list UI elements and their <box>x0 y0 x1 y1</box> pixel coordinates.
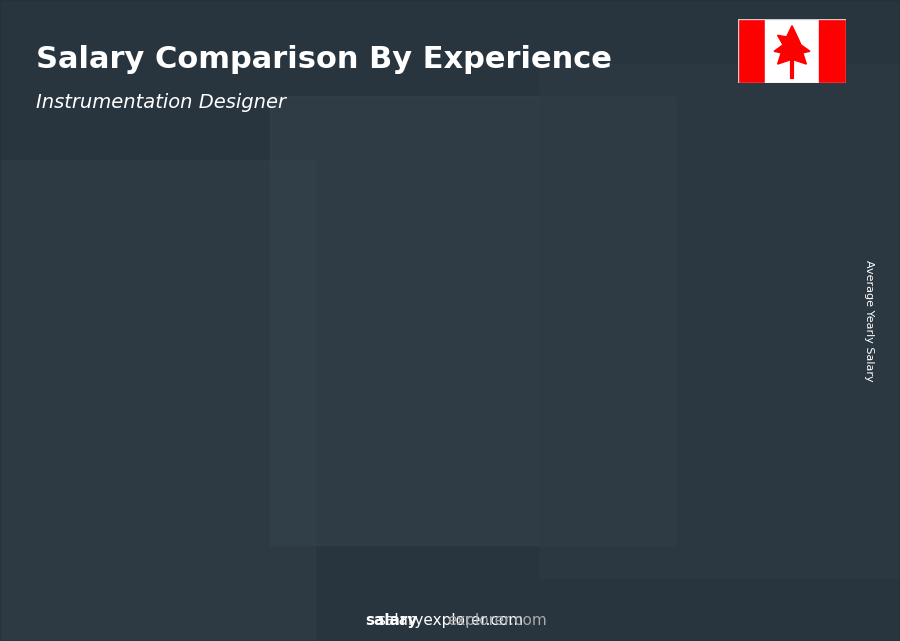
Polygon shape <box>263 311 276 571</box>
FancyBboxPatch shape <box>191 321 263 571</box>
Text: 63,500 CAD: 63,500 CAD <box>55 353 134 367</box>
Polygon shape <box>528 162 541 571</box>
Polygon shape <box>396 232 409 571</box>
Text: 134,000 CAD: 134,000 CAD <box>448 138 536 151</box>
Bar <box>765 19 819 83</box>
Polygon shape <box>793 101 806 571</box>
Text: +9%: +9% <box>515 323 561 341</box>
Text: salaryexplorer.com: salaryexplorer.com <box>377 613 523 628</box>
FancyBboxPatch shape <box>588 140 661 571</box>
Bar <box>738 19 765 83</box>
Text: +34%: +34% <box>112 171 170 189</box>
Polygon shape <box>661 122 673 571</box>
Text: +21%: +21% <box>376 285 435 303</box>
Polygon shape <box>774 26 810 64</box>
FancyBboxPatch shape <box>323 246 396 571</box>
Polygon shape <box>58 378 144 385</box>
Text: 154,000 CAD: 154,000 CAD <box>713 77 800 90</box>
FancyBboxPatch shape <box>58 385 130 571</box>
Text: +5%: +5% <box>647 351 693 369</box>
Bar <box>0 160 315 641</box>
Polygon shape <box>455 162 541 178</box>
Bar <box>270 96 675 545</box>
Text: 85,200 CAD: 85,200 CAD <box>187 287 266 300</box>
Polygon shape <box>588 122 673 140</box>
Text: Instrumentation Designer: Instrumentation Designer <box>36 93 286 112</box>
Text: explorer.com: explorer.com <box>447 613 547 628</box>
Text: salary: salary <box>365 613 418 628</box>
Bar <box>819 19 846 83</box>
Polygon shape <box>130 378 144 571</box>
Polygon shape <box>191 311 276 321</box>
Text: 147,000 CAD: 147,000 CAD <box>580 98 668 112</box>
Bar <box>540 64 900 577</box>
FancyBboxPatch shape <box>455 178 528 571</box>
Text: +30%: +30% <box>244 236 302 254</box>
Polygon shape <box>720 101 806 119</box>
Text: Average Yearly Salary: Average Yearly Salary <box>863 260 874 381</box>
Text: 111,000 CAD: 111,000 CAD <box>315 208 403 221</box>
Polygon shape <box>323 232 409 246</box>
Text: Salary Comparison By Experience: Salary Comparison By Experience <box>36 45 612 74</box>
FancyBboxPatch shape <box>720 119 793 571</box>
